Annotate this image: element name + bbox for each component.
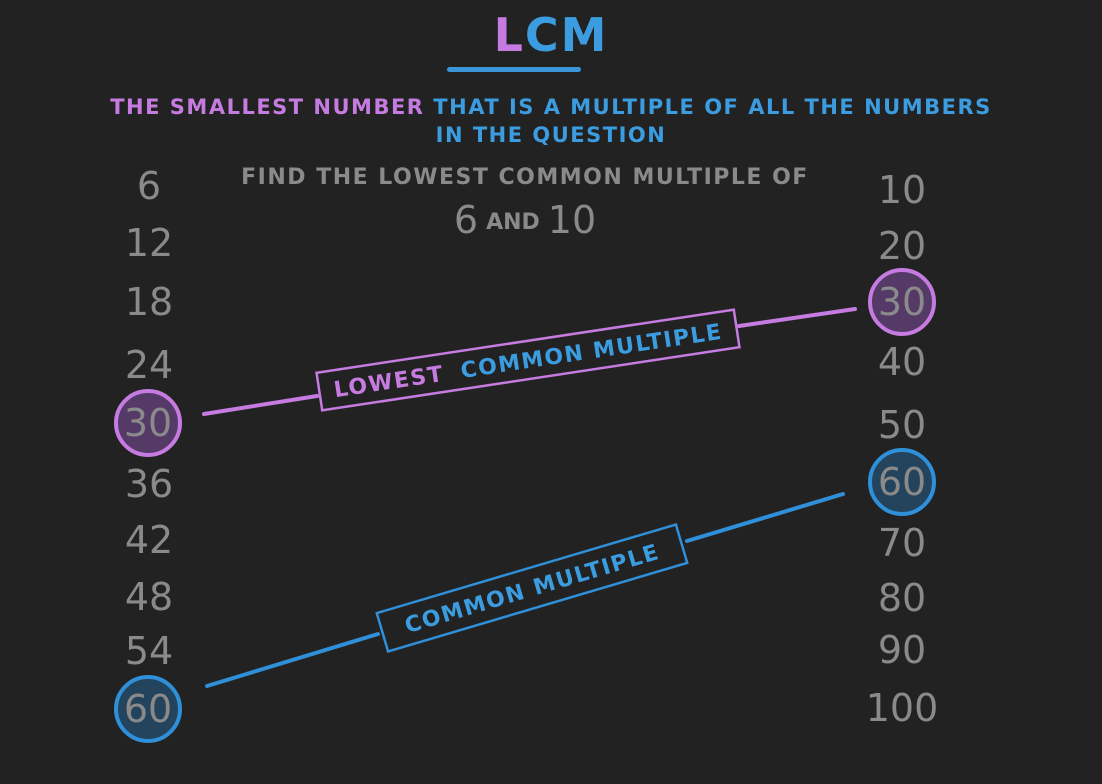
- multiple-10-item: 20: [877, 224, 927, 268]
- lcm-connector-right: [737, 307, 857, 328]
- multiple-6-item: 6: [136, 164, 162, 208]
- question-numbers: 6 AND 10: [453, 198, 597, 242]
- cm-label-text: COMMON MULTIPLE: [402, 540, 663, 639]
- multiple-6-lcm-circle: 30: [114, 389, 182, 457]
- cm-connector-left: [205, 632, 380, 688]
- page-title: LCM: [493, 8, 609, 62]
- multiple-10-item: 100: [865, 686, 939, 730]
- multiple-10-item: 70: [877, 521, 927, 565]
- lcm-connector-left: [202, 394, 319, 416]
- lcm-label-box: LOWEST COMMON MULTIPLE: [315, 308, 741, 412]
- multiple-6-item: 48: [124, 575, 174, 619]
- multiple-10-item: 80: [877, 576, 927, 620]
- multiple-10-item: 10: [877, 168, 927, 212]
- multiple-6-item: 36: [124, 462, 174, 506]
- multiple-6-item: 24: [124, 343, 174, 387]
- multiple-10-lcm-circle: 30: [868, 268, 936, 336]
- multiple-10-item: 40: [877, 340, 927, 384]
- multiple-6-item: 42: [124, 518, 174, 562]
- multiple-6-common-circle: 60: [114, 675, 182, 743]
- question-text: FIND THE LOWEST COMMON MULTIPLE OF: [241, 165, 809, 190]
- title-underline: [447, 67, 581, 72]
- definition-line-2: IN THE QUESTION: [435, 123, 667, 147]
- multiple-10-common-circle: 60: [868, 448, 936, 516]
- definition-line-1: THE SMALLEST NUMBER THAT IS A MULTIPLE O…: [110, 95, 992, 119]
- multiple-6-item: 18: [124, 280, 174, 324]
- multiple-6-item: 54: [124, 629, 174, 673]
- multiple-10-item: 50: [877, 403, 927, 447]
- multiple-6-item: 12: [124, 221, 174, 265]
- cm-connector-right: [685, 492, 845, 543]
- multiple-10-item: 90: [877, 628, 927, 672]
- cm-label-box: COMMON MULTIPLE: [375, 522, 689, 654]
